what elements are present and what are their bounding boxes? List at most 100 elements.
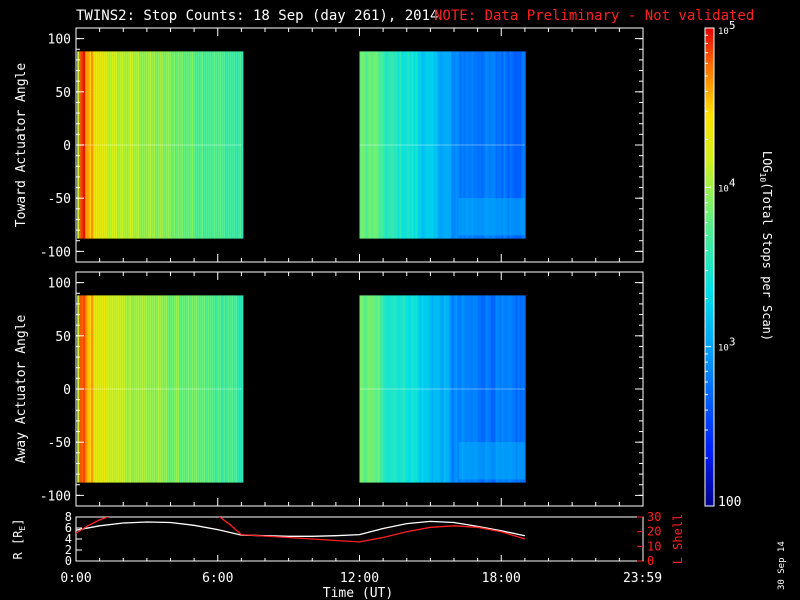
heatmap-column — [497, 51, 500, 239]
heatmap-column — [97, 51, 100, 239]
y-tick-label: 100 — [48, 277, 71, 292]
heatmap-column — [523, 295, 526, 483]
heatmap-column — [375, 295, 378, 483]
heatmap-column — [431, 295, 434, 483]
heatmap-column — [225, 295, 228, 483]
y-tick-label: -100 — [40, 245, 71, 260]
colorbar-tick-label: 103 — [718, 336, 735, 354]
heatmap-column — [209, 51, 212, 239]
heatmap-column — [99, 51, 102, 239]
heatmap-column — [401, 51, 404, 239]
heatmap-column — [419, 295, 422, 483]
y-axis-label: Away Actuator Angle — [14, 314, 29, 463]
heatmap-column — [363, 51, 366, 239]
heatmap-column — [431, 51, 434, 239]
heatmap-column — [457, 295, 460, 483]
heatmap-column — [511, 295, 514, 483]
heatmap-column — [143, 295, 146, 483]
colorbar-gradient — [705, 28, 714, 506]
heatmap-block-1 — [77, 51, 244, 239]
heatmap-column — [101, 295, 104, 483]
heatmap-column — [359, 295, 362, 483]
heatmap-column — [475, 295, 478, 483]
heatmap-column — [425, 51, 428, 239]
heatmap-column — [449, 295, 452, 483]
heatmap-column — [233, 295, 236, 483]
heatmap-column — [219, 51, 222, 239]
heatmap-column — [143, 51, 146, 239]
heatmap-column — [393, 51, 396, 239]
heatmap-column — [195, 295, 198, 483]
heatmap-column — [171, 51, 174, 239]
heatmap-column — [129, 51, 132, 239]
heatmap-column — [193, 51, 196, 239]
heatmap-column — [397, 295, 400, 483]
heatmap-column — [367, 295, 370, 483]
heatmap-column — [381, 295, 384, 483]
heatmap-column — [465, 295, 468, 483]
heatmap-column — [211, 51, 214, 239]
heatmap-column — [207, 295, 210, 483]
heatmap-column — [373, 295, 376, 483]
heatmap-column — [183, 295, 186, 483]
heatmap-column — [411, 51, 414, 239]
heatmap-column — [127, 51, 130, 239]
heatmap-column — [227, 295, 230, 483]
heatmap-column — [365, 295, 368, 483]
heatmap-column — [477, 51, 480, 239]
lshell-line — [76, 517, 526, 543]
heatmap-column — [485, 295, 488, 483]
heatmap-column — [489, 51, 492, 239]
heatmap-column — [371, 51, 374, 239]
heatmap-column — [463, 51, 466, 239]
heatmap-column — [387, 295, 390, 483]
orbit-frame — [75, 516, 644, 562]
heatmap-column — [111, 295, 114, 483]
heatmap-column — [165, 295, 168, 483]
heatmap-column — [141, 295, 144, 483]
heatmap-column — [127, 295, 130, 483]
heatmap-column — [415, 51, 418, 239]
heatmap-column — [145, 51, 148, 239]
heatmap-column — [481, 51, 484, 239]
heatmap-column — [181, 295, 184, 483]
heatmap-column — [155, 295, 158, 483]
heatmap-column — [149, 51, 152, 239]
heatmap-column — [449, 51, 452, 239]
heatmap-column — [237, 51, 240, 239]
heatmap-column — [203, 51, 206, 239]
heatmap-column — [521, 51, 524, 239]
heatmap-column — [389, 51, 392, 239]
heatmap-column — [427, 51, 430, 239]
heatmap-column — [137, 51, 140, 239]
heatmap-column — [151, 51, 154, 239]
heatmap-column — [241, 295, 244, 483]
heatmap-column — [229, 295, 232, 483]
heatmap-column — [87, 295, 90, 483]
heatmap-column — [437, 295, 440, 483]
heatmap-column — [167, 295, 170, 483]
right-y-axis-label: L Shell — [671, 514, 685, 565]
y-tick-label: 100 — [48, 33, 71, 48]
heatmap-column — [113, 295, 116, 483]
colorbar: LOG10(Total Stops per Scan) 105 104 103 100 — [704, 19, 774, 510]
heatmap-column — [501, 295, 504, 483]
heatmap-column — [225, 51, 228, 239]
heatmap-column — [445, 51, 448, 239]
heatmap-column — [135, 295, 138, 483]
heatmap-column — [493, 51, 496, 239]
heatmap-column — [185, 295, 188, 483]
heatmap-column — [371, 295, 374, 483]
heatmap-column — [133, 51, 136, 239]
heatmap-column — [117, 51, 120, 239]
heatmap-column — [461, 295, 464, 483]
heatmap-column — [385, 51, 388, 239]
y-tick-label: -50 — [48, 436, 71, 451]
heatmap-column — [403, 295, 406, 483]
heatmap-column — [403, 51, 406, 239]
heatmap-column — [157, 51, 160, 239]
heatmap-column — [163, 51, 166, 239]
heatmap-column — [513, 51, 516, 239]
heatmap-column — [217, 51, 220, 239]
heatmap-column — [231, 51, 234, 239]
